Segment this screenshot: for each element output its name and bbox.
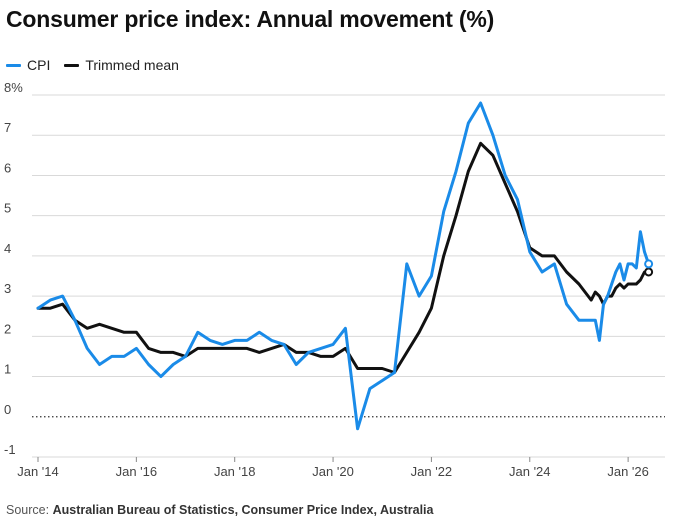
chart-title: Consumer price index: Annual movement (%… — [6, 6, 495, 32]
y-tick-label: 4 — [4, 241, 11, 256]
y-tick-label: 8% — [4, 80, 23, 95]
x-tick-label: Jan '16 — [116, 464, 158, 479]
source-prefix: Source: — [6, 503, 50, 517]
series-line-cpi — [36, 101, 651, 431]
legend-swatch-trimmed-mean — [64, 63, 80, 67]
x-tick-label: Jan '20 — [312, 464, 354, 479]
y-tick-label: 5 — [4, 201, 11, 216]
x-tick-label: Jan '18 — [214, 464, 256, 479]
x-tick-label: Jan '22 — [411, 464, 453, 479]
y-tick-label: 1 — [4, 362, 11, 377]
y-tick-label: 7 — [4, 120, 11, 135]
y-tick-label: 2 — [4, 321, 11, 336]
series-end-point-trimmed-mean — [644, 267, 654, 277]
legend-swatch-cpi — [6, 63, 21, 67]
x-tick-label: Jan '26 — [607, 464, 649, 479]
series-end-point-cpi — [644, 259, 654, 269]
x-tick-label: Jan '24 — [509, 464, 551, 479]
legend-item-cpi: CPI — [6, 57, 50, 73]
source-text: Australian Bureau of Statistics, Consume… — [52, 503, 434, 517]
y-tick-label: -1 — [4, 442, 16, 457]
chart-legend: CPI Trimmed mean — [6, 57, 193, 73]
x-tick-label: Jan '14 — [17, 464, 59, 479]
legend-item-trimmed-mean: Trimmed mean — [64, 57, 179, 73]
y-tick-label: 6 — [4, 160, 11, 175]
source-note: Source: Australian Bureau of Statistics,… — [6, 503, 433, 517]
y-tick-label: 3 — [4, 281, 11, 296]
y-tick-label: 0 — [4, 402, 11, 417]
legend-label-cpi: CPI — [27, 57, 51, 73]
legend-label-trimmed-mean: Trimmed mean — [85, 57, 179, 73]
series-line-trimmed-mean — [36, 141, 651, 374]
